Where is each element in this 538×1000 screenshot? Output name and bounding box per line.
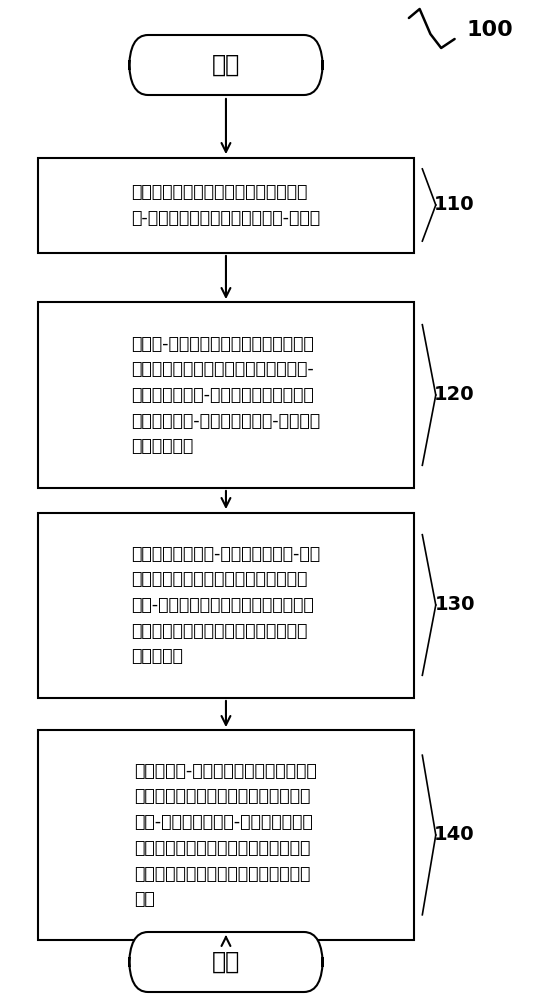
Bar — [38, 157, 414, 252]
Text: 根据从起始点衰变-迁移到每个空间-核素
网格点的路径数初始化初值，针对每条
衰变-迁移链，根据相应的衰变常数与去
除率，获得相关放射性核素在每个空间
的活度浓度: 根据从起始点衰变-迁移到每个空间-核素 网格点的路径数初始化初值，针对每条 衰变… — [131, 545, 321, 665]
Text: 140: 140 — [434, 826, 475, 844]
FancyBboxPatch shape — [129, 932, 323, 992]
FancyBboxPatch shape — [129, 35, 323, 95]
Text: 针对放射性核素的每条衰变链，产生衰
变-迁移网格，存储衍生出的衰变-迁移链: 针对放射性核素的每条衰变链，产生衰 变-迁移网格，存储衍生出的衰变-迁移链 — [131, 183, 321, 227]
Text: 130: 130 — [434, 595, 475, 614]
Text: 开始: 开始 — [212, 53, 240, 77]
Text: 结束: 结束 — [212, 950, 240, 974]
Text: 将每条衰变-迁移链的相关放射性核素在
每个空间的活度浓度累加，根据从每个
空间-核素网格点衰变-迁移到结束点的
路径数对累加结果进行整合，与相应放
射性核素的预: 将每条衰变-迁移链的相关放射性核素在 每个空间的活度浓度累加，根据从每个 空间-… — [134, 762, 317, 908]
Text: 110: 110 — [434, 196, 475, 215]
Text: 在衰变-迁移网格中，针对每个空间，针
对每种放射性核素，获得从起始点衰变-
迁移到每个空间-核素网格点的路径数以
及从每个空间-核素网格点衰变-迁移到结
束点的: 在衰变-迁移网格中，针对每个空间，针 对每种放射性核素，获得从起始点衰变- 迁移… — [131, 335, 321, 455]
Bar — [38, 302, 414, 488]
Bar — [38, 512, 414, 698]
Bar — [38, 730, 414, 940]
Text: 100: 100 — [466, 20, 513, 40]
Text: 120: 120 — [434, 385, 475, 404]
